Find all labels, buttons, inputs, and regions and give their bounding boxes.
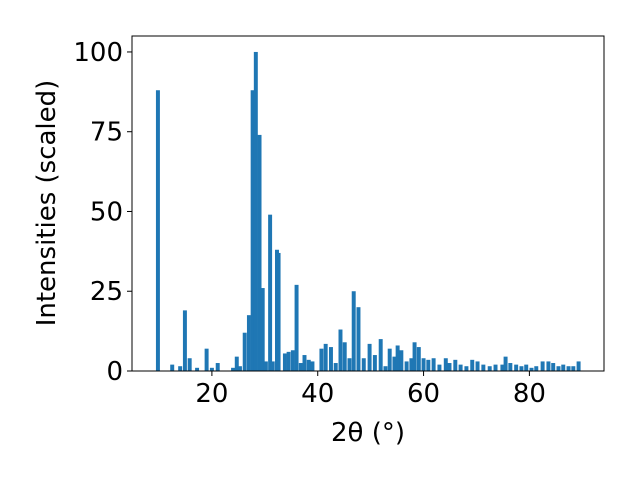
x-tick-label: 60 <box>407 379 440 409</box>
bar <box>310 361 315 371</box>
bar <box>404 361 409 371</box>
bar <box>487 366 492 371</box>
bar <box>187 358 192 371</box>
bar <box>458 364 463 371</box>
bar <box>178 366 183 371</box>
bar <box>503 356 508 371</box>
bar <box>270 361 275 371</box>
bar <box>534 366 539 371</box>
bar <box>540 361 545 371</box>
bar <box>447 363 452 371</box>
bar <box>333 363 338 371</box>
bar <box>231 367 236 371</box>
bar <box>412 342 417 371</box>
y-tick-label: 100 <box>73 38 123 68</box>
bar <box>250 90 255 371</box>
bar <box>395 345 400 371</box>
y-axis-label: Intensities (scaled) <box>32 80 62 327</box>
bar <box>356 307 361 371</box>
bar <box>306 359 311 371</box>
bar <box>546 361 551 371</box>
bar <box>475 361 480 371</box>
y-tick-label: 50 <box>90 197 123 227</box>
bar <box>286 351 291 371</box>
bar <box>234 356 239 371</box>
bar <box>361 358 366 371</box>
y-tick-label: 0 <box>106 357 123 387</box>
bar <box>276 252 281 371</box>
bar <box>351 291 356 371</box>
bar <box>556 366 561 371</box>
bar <box>242 332 247 371</box>
bar <box>399 350 404 371</box>
bar <box>508 363 513 371</box>
bar <box>493 364 498 371</box>
bar <box>302 355 307 371</box>
bar <box>367 343 372 371</box>
bar <box>426 359 431 371</box>
bar <box>571 366 576 371</box>
bar <box>155 90 160 371</box>
bar <box>566 366 571 371</box>
x-tick-label: 40 <box>301 379 334 409</box>
bar <box>481 364 486 371</box>
bar <box>260 288 265 371</box>
bar <box>387 348 392 371</box>
x-tick-label: 80 <box>513 379 546 409</box>
bar <box>514 364 519 371</box>
bar <box>576 361 581 371</box>
bar <box>529 367 534 371</box>
bar <box>421 358 426 371</box>
bar <box>253 51 258 371</box>
bar <box>437 364 442 371</box>
x-axis-label: 2θ (°) <box>331 418 405 448</box>
bar <box>443 358 448 371</box>
bar <box>551 363 556 371</box>
bar <box>409 358 414 371</box>
bar <box>392 356 397 371</box>
bar <box>416 347 421 371</box>
bar <box>246 315 251 371</box>
bar <box>215 363 220 371</box>
bar <box>195 367 200 371</box>
bar <box>319 348 324 371</box>
bar <box>204 348 209 371</box>
bar <box>464 366 469 371</box>
bar <box>524 364 529 371</box>
x-tick-label: 20 <box>195 379 228 409</box>
bar <box>257 134 262 371</box>
bar <box>209 367 214 371</box>
bar <box>170 364 175 371</box>
bar <box>347 358 352 371</box>
bar <box>519 366 524 371</box>
bar <box>453 359 458 371</box>
bar <box>268 214 273 371</box>
bar <box>431 358 436 371</box>
bar <box>338 329 343 371</box>
plot-frame <box>131 35 605 372</box>
bar <box>342 342 347 371</box>
y-tick-label: 75 <box>90 118 123 148</box>
bar <box>263 361 268 371</box>
bar <box>378 339 383 371</box>
y-tick-label: 25 <box>90 277 123 307</box>
bar <box>294 284 299 371</box>
bar <box>500 364 505 371</box>
bar <box>290 350 295 371</box>
bar <box>470 359 475 371</box>
bar <box>182 310 187 371</box>
bar <box>383 366 388 371</box>
bar <box>282 353 287 371</box>
bar <box>561 364 566 371</box>
bar <box>237 366 242 371</box>
bar <box>323 343 328 371</box>
bar <box>328 347 333 371</box>
bar <box>298 363 303 371</box>
bar <box>372 355 377 371</box>
